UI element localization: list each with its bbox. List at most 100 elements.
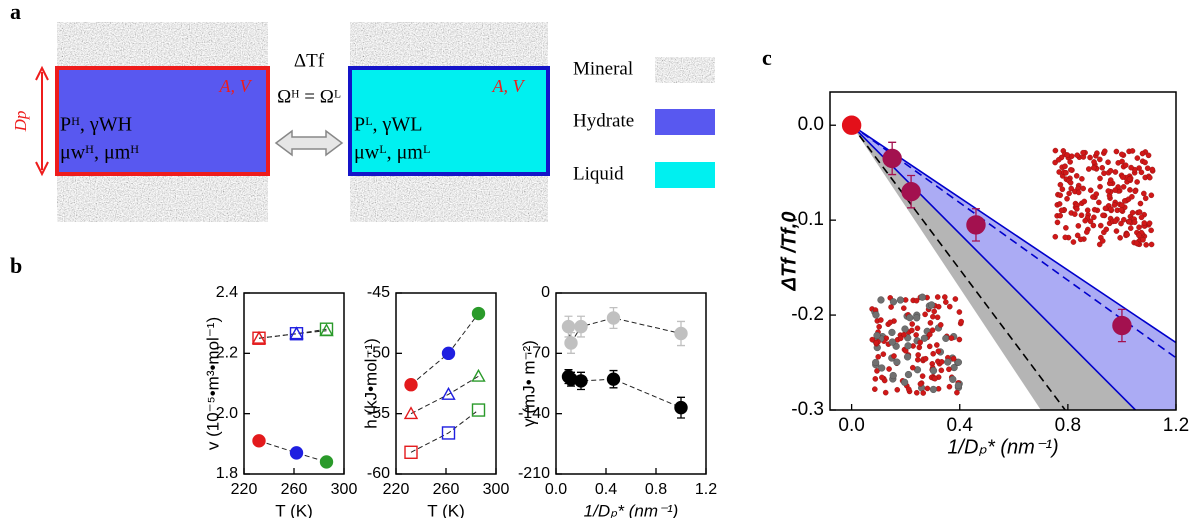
atom <box>1056 201 1063 207</box>
legend-swatch <box>655 109 715 135</box>
liquid <box>348 66 550 176</box>
y-tick-label: -45 <box>367 284 390 301</box>
atom <box>894 386 901 393</box>
atom <box>904 342 912 350</box>
atom <box>1087 154 1093 161</box>
atom <box>1082 217 1088 224</box>
hydrate-properties: Pᴴ, γWH <box>60 114 132 136</box>
atom <box>887 319 894 326</box>
atom <box>1090 222 1097 229</box>
fit-line <box>410 375 479 415</box>
atom <box>1133 240 1140 246</box>
atom <box>1058 207 1065 214</box>
atom <box>1097 156 1103 163</box>
panel-label: c <box>762 45 772 70</box>
delta-tf: ΔTf <box>294 50 325 71</box>
atom <box>1103 226 1110 233</box>
atom <box>916 344 923 351</box>
atom <box>872 376 879 382</box>
atom <box>1107 167 1114 174</box>
atom <box>1138 169 1145 176</box>
point <box>252 434 266 448</box>
double-arrow <box>274 129 344 157</box>
atom <box>935 303 942 310</box>
atom <box>1140 236 1146 243</box>
point <box>441 346 456 361</box>
y-tick-label: -55 <box>367 405 390 422</box>
atom <box>875 353 882 360</box>
atom <box>942 294 948 300</box>
atom <box>1066 190 1072 197</box>
atom <box>1084 207 1091 214</box>
x-axis-label: T (K) <box>275 501 312 518</box>
atom <box>1057 212 1063 219</box>
atom <box>1146 220 1153 227</box>
atom <box>1099 164 1106 171</box>
panel-label: b <box>10 253 22 278</box>
atom <box>946 383 953 390</box>
atom <box>876 323 882 330</box>
point <box>674 326 688 341</box>
x-tick-label: 0.8 <box>645 481 667 498</box>
atom <box>896 296 905 304</box>
atom <box>1105 159 1111 166</box>
atom <box>1119 174 1126 180</box>
atom <box>938 367 945 374</box>
atom <box>954 381 962 390</box>
point <box>441 426 456 440</box>
atom <box>1078 212 1085 219</box>
atom <box>952 296 959 302</box>
atom <box>1127 187 1133 193</box>
y-tick-label: -0.2 <box>791 304 824 325</box>
atom <box>915 356 921 363</box>
atom <box>901 378 909 386</box>
atom <box>1141 190 1147 197</box>
atom <box>1093 191 1100 197</box>
atom <box>1068 185 1075 192</box>
axes-frame <box>555 292 707 475</box>
atom <box>922 311 928 318</box>
atom <box>1145 152 1152 159</box>
atom <box>1091 206 1098 213</box>
atom <box>935 348 942 355</box>
atom <box>913 332 919 338</box>
atom <box>1136 224 1142 231</box>
fit-line <box>410 409 479 453</box>
atom <box>1139 150 1146 157</box>
atom <box>913 314 921 322</box>
atom <box>1134 179 1140 185</box>
atom <box>1052 147 1059 154</box>
plot-area <box>258 328 327 463</box>
x-tick-label: 220 <box>231 481 258 498</box>
atom <box>924 385 931 392</box>
atom <box>1129 193 1135 200</box>
y-tick-label: -70 <box>527 345 550 362</box>
liquid-properties: Pᴸ, γWL <box>354 114 422 136</box>
atom <box>1081 198 1088 205</box>
atom <box>1134 155 1141 161</box>
atom <box>918 293 926 301</box>
legend-swatch <box>655 162 715 188</box>
y-axis-label: γ (mJ• m⁻²) <box>519 340 538 427</box>
atom <box>1127 225 1134 231</box>
hydrate <box>55 66 270 176</box>
fit-line <box>851 124 1176 344</box>
atom <box>944 358 952 366</box>
atom <box>934 342 940 348</box>
x-axis-label: 1/Dₚ* (nm⁻¹) <box>947 436 1058 458</box>
atom <box>1067 179 1074 186</box>
atom <box>872 311 880 319</box>
atom <box>1055 157 1062 163</box>
x-tick-label: 1.2 <box>695 481 717 498</box>
point <box>882 148 902 169</box>
point <box>561 319 576 334</box>
x-axis-label: T (K) <box>427 501 464 518</box>
omega-equality: Ωᴴ = Ωᴸ <box>277 86 341 107</box>
atom <box>1097 175 1103 182</box>
point <box>289 446 304 460</box>
atom <box>1064 195 1070 202</box>
atom <box>901 331 907 338</box>
fit-line <box>850 124 1066 410</box>
point <box>966 215 986 235</box>
